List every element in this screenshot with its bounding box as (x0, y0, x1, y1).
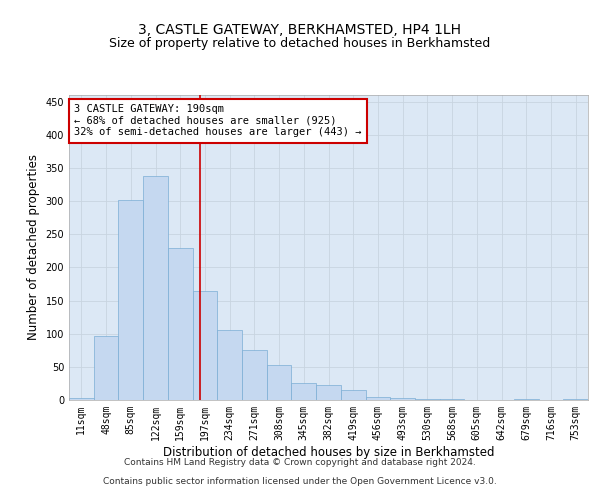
X-axis label: Distribution of detached houses by size in Berkhamsted: Distribution of detached houses by size … (163, 446, 494, 458)
Bar (292, 384, 316, 400)
Bar (94, 336, 118, 400)
Bar (365, 396, 390, 400)
Bar (168, 248, 193, 400)
Bar (69, 398, 94, 400)
Text: 3 CASTLE GATEWAY: 190sqm
← 68% of detached houses are smaller (925)
32% of semi-: 3 CASTLE GATEWAY: 190sqm ← 68% of detach… (74, 104, 362, 138)
Bar (193, 290, 217, 400)
Bar (118, 200, 143, 400)
Bar (143, 176, 168, 400)
Bar (242, 350, 267, 400)
Bar (217, 330, 242, 400)
Text: Contains HM Land Registry data © Crown copyright and database right 2024.: Contains HM Land Registry data © Crown c… (124, 458, 476, 467)
Bar (316, 386, 341, 400)
Bar (341, 390, 365, 400)
Text: Contains public sector information licensed under the Open Government Licence v3: Contains public sector information licen… (103, 476, 497, 486)
Y-axis label: Number of detached properties: Number of detached properties (27, 154, 40, 340)
Bar (390, 398, 415, 400)
Text: Size of property relative to detached houses in Berkhamsted: Size of property relative to detached ho… (109, 38, 491, 51)
Bar (267, 365, 292, 400)
Bar (563, 398, 588, 400)
Text: 3, CASTLE GATEWAY, BERKHAMSTED, HP4 1LH: 3, CASTLE GATEWAY, BERKHAMSTED, HP4 1LH (139, 22, 461, 36)
